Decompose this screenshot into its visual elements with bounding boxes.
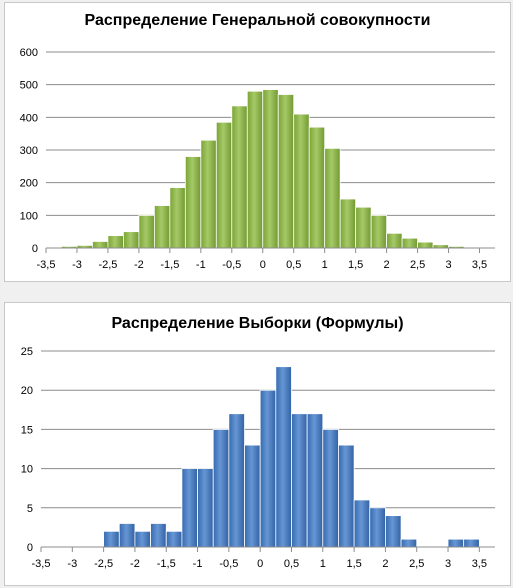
x-tick-label: 2,5 <box>410 259 425 271</box>
histogram-bar <box>293 113 310 249</box>
population-histogram-plot: 0 100 200 300 400 500 600 -3,5 -3 -2,5 -2 -1,5 -1 -0,… <box>20 47 495 271</box>
histogram-bar <box>153 205 171 249</box>
histogram-bar <box>184 156 202 249</box>
x-tick-label: 3 <box>445 558 451 570</box>
histogram-bar <box>244 444 261 548</box>
y-tick-label: 25 <box>21 346 33 358</box>
histogram-bar <box>385 515 402 548</box>
histogram-bar <box>322 429 339 548</box>
histogram-bar <box>165 530 183 548</box>
histogram-bar <box>228 413 245 548</box>
chart-title: Распределение Генеральной совокупности <box>84 12 431 29</box>
y-tick-label: 400 <box>20 112 38 124</box>
x-tick-label: 1 <box>320 558 326 570</box>
histogram-bar <box>92 241 109 249</box>
histogram-bar <box>197 468 214 548</box>
x-tick-label: -0,5 <box>222 259 241 271</box>
histogram-bar <box>306 413 324 548</box>
histogram-bar <box>339 198 357 249</box>
x-tick-label: 2 <box>384 259 390 271</box>
histogram-bar <box>370 214 388 249</box>
sample-distribution-chart: Распределение Выборки (Формулы) 0 5 10 15 20… <box>4 302 511 586</box>
histogram-bar <box>386 232 403 249</box>
x-tick-label: 0,5 <box>284 558 299 570</box>
x-tick-label: 0 <box>260 259 266 271</box>
histogram-bar <box>231 105 248 249</box>
x-tick-label: -0,5 <box>219 558 238 570</box>
histogram-bar <box>355 206 372 249</box>
x-tick-label: 1 <box>322 259 328 271</box>
y-tick-label: 10 <box>21 464 33 476</box>
x-tick-label: 0 <box>257 558 263 570</box>
x-tick-label: -1,5 <box>160 259 179 271</box>
x-tick-label: 0,5 <box>286 259 301 271</box>
histogram-bar <box>353 499 371 548</box>
x-tick-label: 2,5 <box>409 558 424 570</box>
sample-histogram-plot: 0 5 10 15 20 25 -3,5 -3 -2,5 -2 -1,5 -1 -0,5 0 0,5 1 1,5… <box>21 346 495 570</box>
y-tick-label: 300 <box>20 145 38 157</box>
histogram-bar <box>277 94 295 249</box>
y-tick-label: 0 <box>32 243 38 255</box>
histogram-bar <box>212 429 230 548</box>
histogram-bar <box>447 538 465 548</box>
histogram-bar <box>338 444 355 548</box>
x-tick-label: -2,5 <box>94 558 113 570</box>
x-tick-label: 3,5 <box>472 558 487 570</box>
x-tick-label: -2,5 <box>98 259 117 271</box>
x-tick-label: -1 <box>193 558 203 570</box>
histogram-bar <box>369 507 386 548</box>
y-tick-label: 500 <box>20 80 38 92</box>
histogram-bar <box>123 231 140 249</box>
histogram-bar <box>401 237 418 249</box>
x-tick-label: 1,5 <box>346 558 361 570</box>
x-tick-label: -3 <box>72 259 82 271</box>
y-tick-label: 0 <box>27 542 33 554</box>
y-tick-label: 100 <box>20 210 38 222</box>
population-distribution-chart: Распределение Генеральной совокупности 0… <box>4 2 511 282</box>
histogram-bar <box>134 530 151 548</box>
y-tick-label: 15 <box>21 424 33 436</box>
histogram-bar <box>150 523 167 548</box>
histogram-bar <box>291 413 308 548</box>
histogram-bar <box>181 468 198 548</box>
histogram-bar <box>118 523 136 548</box>
histogram-bar <box>107 235 124 249</box>
histogram-bar <box>324 147 341 249</box>
histogram-bar <box>463 538 480 548</box>
x-tick-label: -3,5 <box>32 558 51 570</box>
x-tick-label: -1 <box>196 259 206 271</box>
histogram-bar <box>400 538 418 548</box>
histogram-bar <box>103 530 120 548</box>
x-tick-label: 1,5 <box>348 259 363 271</box>
histogram-bar <box>138 214 155 249</box>
histogram-bar <box>169 187 186 249</box>
y-tick-label: 5 <box>27 503 33 515</box>
x-tick-label: 3,5 <box>472 259 487 271</box>
histogram-bar <box>200 139 217 249</box>
x-tick-label: -1,5 <box>157 558 176 570</box>
x-tick-label: 2 <box>382 558 388 570</box>
x-tick-label: -2 <box>134 259 144 271</box>
histogram-bar <box>262 89 279 249</box>
histogram-bar <box>275 366 292 548</box>
histogram-bar <box>215 121 233 249</box>
x-tick-label: -3 <box>67 558 77 570</box>
x-tick-label: 3 <box>445 259 451 271</box>
histogram-bar <box>246 90 264 249</box>
histogram-bar <box>308 126 326 249</box>
histogram-bar <box>259 389 277 548</box>
chart-title: Распределение Выборки (Формулы) <box>111 315 404 332</box>
y-tick-label: 20 <box>21 385 33 397</box>
y-tick-label: 200 <box>20 178 38 190</box>
y-tick-label: 600 <box>20 47 38 59</box>
x-tick-label: -2 <box>130 558 140 570</box>
x-tick-label: -3,5 <box>37 259 56 271</box>
histogram-bar <box>417 241 434 249</box>
